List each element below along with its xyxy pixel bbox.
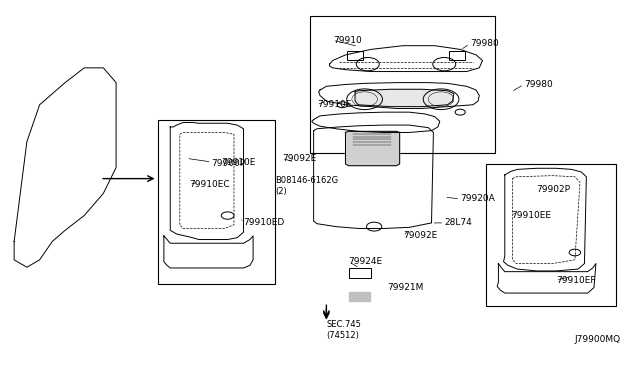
Text: 79910EC: 79910EC — [189, 180, 230, 189]
Text: 79910: 79910 — [333, 36, 362, 45]
Text: 79910E: 79910E — [221, 157, 255, 167]
Text: 79980: 79980 — [470, 39, 499, 48]
Polygon shape — [355, 89, 454, 107]
Text: 79092E: 79092E — [282, 154, 316, 163]
Text: 79924E: 79924E — [349, 257, 383, 266]
Text: 79910EE: 79910EE — [511, 211, 551, 220]
Polygon shape — [346, 131, 399, 166]
Text: 79902P: 79902P — [537, 185, 571, 194]
Text: 79910ED: 79910ED — [244, 218, 285, 227]
Text: 79092E: 79092E — [403, 231, 437, 240]
Text: 79910E: 79910E — [317, 100, 351, 109]
Text: 79910EF: 79910EF — [556, 276, 595, 285]
Polygon shape — [349, 292, 371, 301]
Text: J79900MQ: J79900MQ — [575, 335, 621, 344]
Text: SEC.745
(74512): SEC.745 (74512) — [326, 320, 361, 340]
Text: 79980: 79980 — [524, 80, 553, 89]
Text: 28L74: 28L74 — [444, 218, 472, 227]
Text: 79900P: 79900P — [212, 159, 246, 169]
Text: 79920A: 79920A — [460, 195, 495, 203]
Text: 79921M: 79921M — [387, 283, 423, 292]
Text: B08146-6162G
(2): B08146-6162G (2) — [275, 176, 339, 196]
